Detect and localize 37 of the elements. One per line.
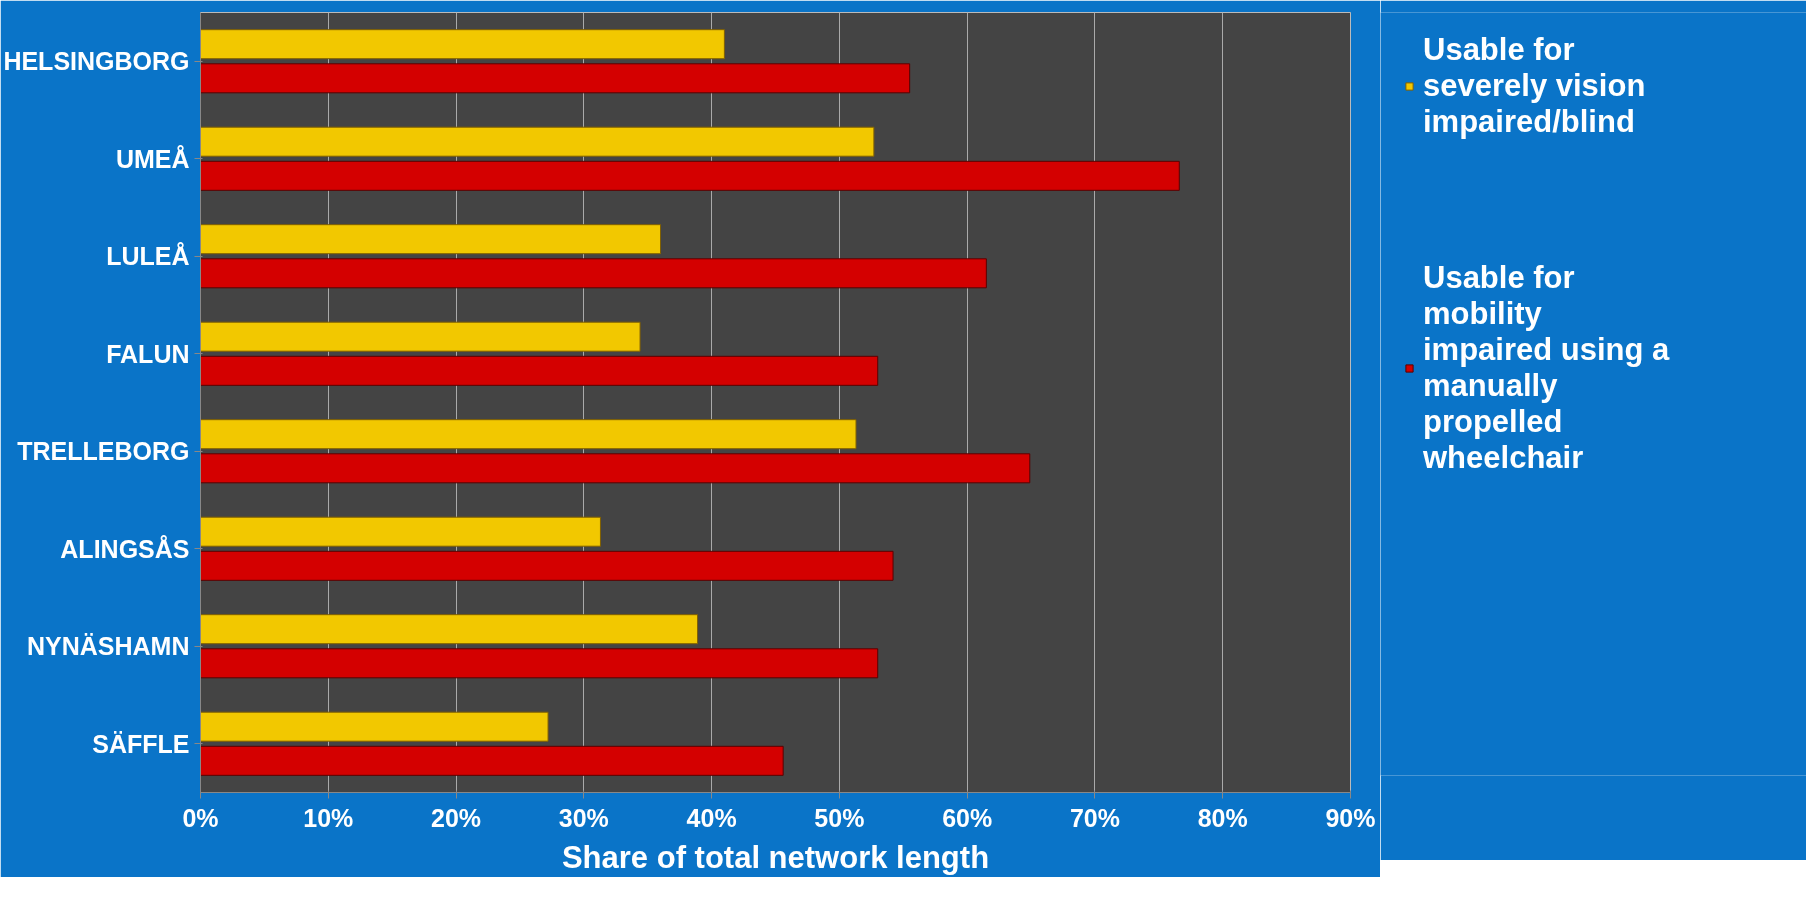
x-tick-label: 80% <box>1197 803 1248 832</box>
x-tick-label: 30% <box>558 803 609 832</box>
bar <box>200 419 857 450</box>
x-axis-title: Share of total network length <box>561 839 990 875</box>
x-tick-label: 10% <box>303 803 354 832</box>
x-tick-label: 50% <box>814 803 865 832</box>
y-tick-label: SÄFFLE <box>92 729 190 758</box>
legend-label: Usable for mobility impaired using a manually propelled wheelchair <box>1423 260 1670 476</box>
bar <box>200 355 879 386</box>
y-tick-label: UMEÅ <box>115 144 190 173</box>
bar <box>200 29 725 60</box>
y-tick-label: LULEÅ <box>106 242 190 271</box>
x-tick-label: 40% <box>686 803 737 832</box>
bar <box>200 745 784 776</box>
bar <box>200 550 894 581</box>
y-tick-label: FALUN <box>106 339 190 368</box>
bar <box>200 453 1031 484</box>
x-tick-label: 90% <box>1325 803 1376 832</box>
x-tick-label: 60% <box>942 803 993 832</box>
y-tick-label: TRELLEBORG <box>17 437 190 466</box>
legend-label: Usable for severely vision impaired/blind <box>1423 32 1646 140</box>
bar <box>200 516 601 547</box>
x-tick-label: 20% <box>431 803 482 832</box>
bar <box>200 321 641 352</box>
bar <box>200 614 699 645</box>
bar <box>200 63 911 94</box>
x-tick-label: 70% <box>1069 803 1120 832</box>
bar <box>200 258 987 289</box>
bar <box>200 224 661 255</box>
bar <box>200 648 879 679</box>
x-tick-label: 0% <box>182 803 219 832</box>
bar <box>200 126 875 157</box>
y-tick-label: NYNÄSHAMN <box>27 632 190 661</box>
bar <box>200 711 549 742</box>
bar <box>200 160 1180 191</box>
y-tick-label: ALINGSÅS <box>60 534 190 563</box>
y-tick-label: HELSINGBORG <box>3 47 190 76</box>
